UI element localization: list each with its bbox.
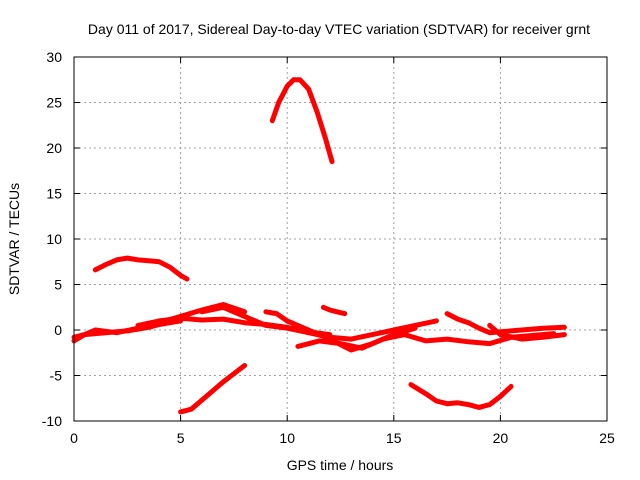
y-tick-label-10: 10	[46, 231, 62, 247]
series-line-arc-7	[444, 311, 567, 336]
tick-marks	[73, 56, 608, 422]
y-axis-label: SDTVAR / TECUs	[6, 183, 22, 295]
y-tick-label-25: 25	[46, 95, 62, 111]
y-tick-label--10: -10	[42, 413, 62, 429]
x-tick-label-10: 10	[279, 430, 295, 446]
series-line-arc-8	[487, 322, 567, 342]
y-tick-label-20: 20	[46, 140, 62, 156]
x-tick-label-25: 25	[599, 430, 615, 446]
x-tick-label-20: 20	[493, 430, 509, 446]
chart-title: Day 011 of 2017, Sidereal Day-to-day VTE…	[88, 21, 590, 37]
x-tick-label-0: 0	[70, 430, 78, 446]
grid-lines	[74, 57, 607, 421]
y-tick-label-30: 30	[46, 49, 62, 65]
x-tick-label-5: 5	[177, 430, 185, 446]
x-tick-label-15: 15	[386, 430, 402, 446]
y-tick-label-5: 5	[54, 277, 62, 293]
series-line-arc-10	[178, 363, 248, 415]
series-group	[71, 77, 567, 415]
y-tick-labels: -10 -5 0 5 10 15 20 25 30	[42, 49, 62, 429]
series-line-arc-13	[408, 382, 514, 410]
y-tick-label--5: -5	[50, 368, 63, 384]
x-tick-labels: 0 5 10 15 20 25	[70, 430, 615, 446]
series-line-arc-9	[92, 255, 190, 282]
x-axis-label: GPS time / hours	[287, 457, 394, 473]
series-line-arc-12	[320, 304, 348, 317]
series-line-arc-11	[269, 77, 335, 165]
y-tick-label-0: 0	[54, 322, 62, 338]
y-tick-label-15: 15	[46, 186, 62, 202]
